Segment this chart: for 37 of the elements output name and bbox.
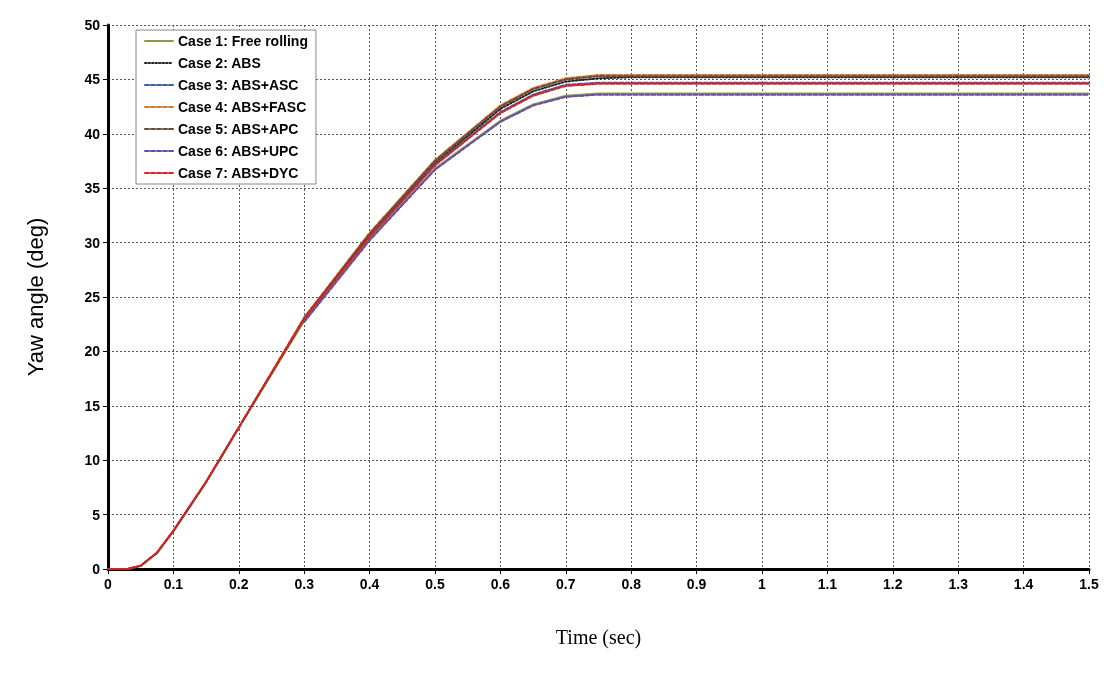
y-tick-label: 50 [84,17,101,33]
y-tick-label: 25 [84,289,101,305]
x-tick-label: 0.2 [229,576,249,592]
legend-label: Case 5: ABS+APC [178,121,299,137]
legend-label: Case 2: ABS [178,55,261,71]
line-series [368,81,1090,238]
y-tick-label: 40 [84,125,101,142]
legend-label: Case 1: Free rolling [178,33,308,49]
x-tick-label: 1.3 [948,576,969,592]
x-tick-label: 1.1 [817,576,838,592]
y-tick-label: 35 [84,180,101,197]
y-tick-label: 30 [84,234,101,251]
y-tick-label: 5 [92,506,101,523]
legend-label: Case 4: ABS+FASC [178,99,307,115]
x-tick-label: 0.4 [359,576,380,592]
x-tick-label: 1.2 [883,576,903,592]
legend-label: Case 3: ABS+ASC [178,77,299,93]
x-tick-label: 0.9 [686,576,707,592]
x-tick-label: 0.5 [425,576,445,592]
x-tick-label: 1.4 [1013,576,1034,592]
legend-label: Case 6: ABS+UPC [178,143,299,159]
y-tick-label: 20 [84,343,101,360]
x-tick-label: 0 [104,576,113,592]
y-tick-label: 0 [92,561,101,577]
x-tick-label: 0.3 [294,576,315,592]
legend-label: Case 7: ABS+DYC [178,165,299,181]
y-tick-label: 15 [84,397,101,414]
y-tick-label: 10 [84,452,101,469]
x-tick-label: 0.1 [163,576,184,592]
x-tick-label: 1 [758,576,767,592]
y-axis-title: Yaw angle (deg) [22,217,48,377]
x-tick-label: 0.6 [490,576,511,592]
x-tick-label: 0.8 [621,576,642,592]
x-axis-title: Time (sec) [555,626,642,649]
y-tick-label: 45 [84,71,101,88]
x-tick-label: 0.7 [556,576,576,592]
x-tick-label: 1.5 [1079,576,1099,592]
